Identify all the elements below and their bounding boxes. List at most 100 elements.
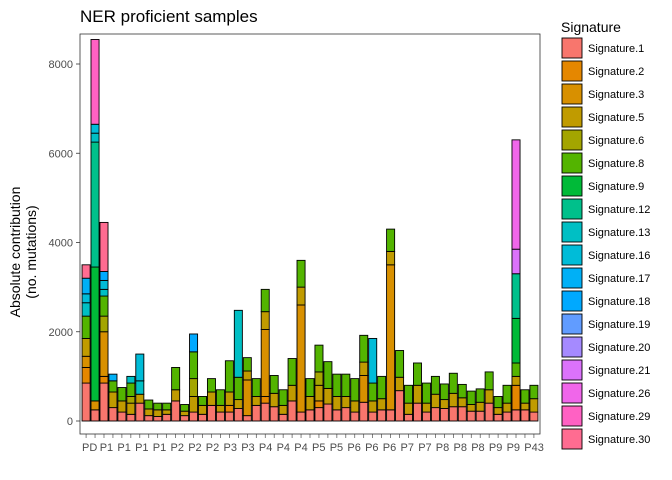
bar-segment-signature-8 [377,375,387,400]
x-tick-label: P8 [436,442,449,454]
legend-label: Signature.2 [588,66,644,78]
bar-segment-signature-1 [135,402,145,422]
bar-segment-signature-1 [287,400,297,422]
legend-label: Signature.8 [588,158,644,170]
chart-title: NER proficient samples [80,7,258,26]
bar-segment-signature-1 [162,413,172,422]
bar-segment-signature-5 [162,409,172,415]
legend-swatch [561,221,583,243]
bar-segment-signature-5 [144,408,154,417]
bar-segment-signature-5 [323,387,333,405]
legend-label: Signature.12 [588,204,650,216]
x-tick-label: P43 [524,442,544,454]
bar-segment-signature-16 [368,337,378,384]
bar-segment-signature-5 [251,396,261,406]
bar-segment-signature-3 [242,379,252,417]
y-tick-label: 8000 [49,59,73,71]
y-tick-label: 0 [67,416,73,428]
bar-segment-signature-1 [189,411,199,422]
bar-segment-signature-1 [260,402,270,422]
bar-segment-signature-8 [162,402,172,411]
bar-segment-signature-5 [296,286,306,306]
bar-segment-signature-1 [305,409,315,422]
bar-segment-signature-1 [117,411,127,422]
bar-segment-signature-17 [81,277,91,295]
bar-segment-signature-3 [359,375,369,403]
legend-label: Signature.9 [588,181,644,193]
bar-segment-signature-8 [153,402,163,411]
bar-segment-signature-5 [108,391,118,409]
bar-segment-signature-8 [430,375,440,395]
bar-segment-signature-1 [457,406,467,422]
bar-segment-signature-5 [171,389,181,402]
bar-segment-signature-5 [475,401,485,412]
bar-segment-signature-12 [511,273,521,319]
x-tick-label: P6 [365,442,378,454]
bar-segment-signature-8 [448,372,458,394]
bar-segment-signature-1 [439,408,449,422]
bar-segment-signature-1 [108,407,118,422]
bar-segment-signature-8 [215,389,225,406]
bar-segment-signature-8 [520,389,530,404]
bar-segment-signature-5 [493,407,503,415]
x-tick-label: P1 [153,442,166,454]
bar-segment-signature-3 [296,304,306,413]
bar-segment-signature-5 [198,404,208,415]
bar-segment-signature-5 [242,370,252,381]
bar-segment-signature-5 [314,384,324,402]
bar-segment-signature-8 [242,357,252,372]
bar-segment-signature-1 [404,413,413,422]
bar-segment-signature-5 [359,361,369,376]
bar-segment-signature-18 [189,333,199,353]
bar-segment-signature-8 [323,361,333,389]
y-axis-title: Absolute contribution (no. mutations) [7,187,39,318]
bar-segment-signature-2 [99,375,109,384]
x-tick-label: P7 [401,442,414,454]
bar-segment-signature-8 [81,315,91,339]
bar-segment-signature-8 [269,375,279,394]
x-tick-label: P9 [489,442,502,454]
bar-segment-signature-8 [439,383,449,401]
y-tick-label: 6000 [49,148,73,160]
legend-swatch [561,175,583,197]
bar-segment-signature-1 [180,415,190,422]
bar-segment-signature-9 [511,317,521,364]
legend-swatch [561,244,583,266]
legend-label: Signature.21 [588,365,650,377]
bar-segment-signature-12 [90,141,100,268]
bar-segment-signature-1 [484,402,494,422]
bar-segment-signature-8 [332,373,342,397]
bar-segment-signature-30 [99,221,109,272]
bar-segment-signature-5 [180,410,190,417]
bar-segment-signature-8 [359,334,369,363]
legend-label: Signature.20 [588,342,650,354]
legend-swatch [561,152,583,174]
bar-segment-signature-5 [439,399,449,409]
bar-segment-signature-5 [215,404,225,413]
bar-segment-signature-5 [448,392,458,408]
bar-segment-signature-8 [421,382,431,404]
legend-swatch [561,83,583,105]
bar-segment-signature-8 [502,384,512,404]
bar-segment-signature-3 [81,355,91,368]
bar-segment-signature-8 [251,378,261,397]
bar-segment-signature-1 [448,406,458,422]
bar-segment-signature-1 [502,411,512,422]
bar-segment-signature-5 [278,404,288,415]
bar-segment-signature-6 [99,315,109,333]
legend-label: Signature.16 [588,250,650,262]
bar-segment-signature-5 [413,384,422,404]
legend-swatch [561,290,583,312]
bar-segment-signature-13 [99,288,109,297]
legend-swatch [561,267,583,289]
x-tick-label: P2 [188,442,201,454]
legend-swatch [561,382,583,404]
legend-swatch [561,359,583,381]
bar-segment-signature-6 [314,371,324,386]
bar-segment-signature-2 [511,384,521,411]
bar-segment-signature-3 [386,264,396,411]
bar-segment-signature-16 [99,279,109,290]
bar-segment-signature-5 [269,392,279,408]
bar-segment-signature-5 [386,250,396,266]
legend-title: Signature [561,19,621,35]
